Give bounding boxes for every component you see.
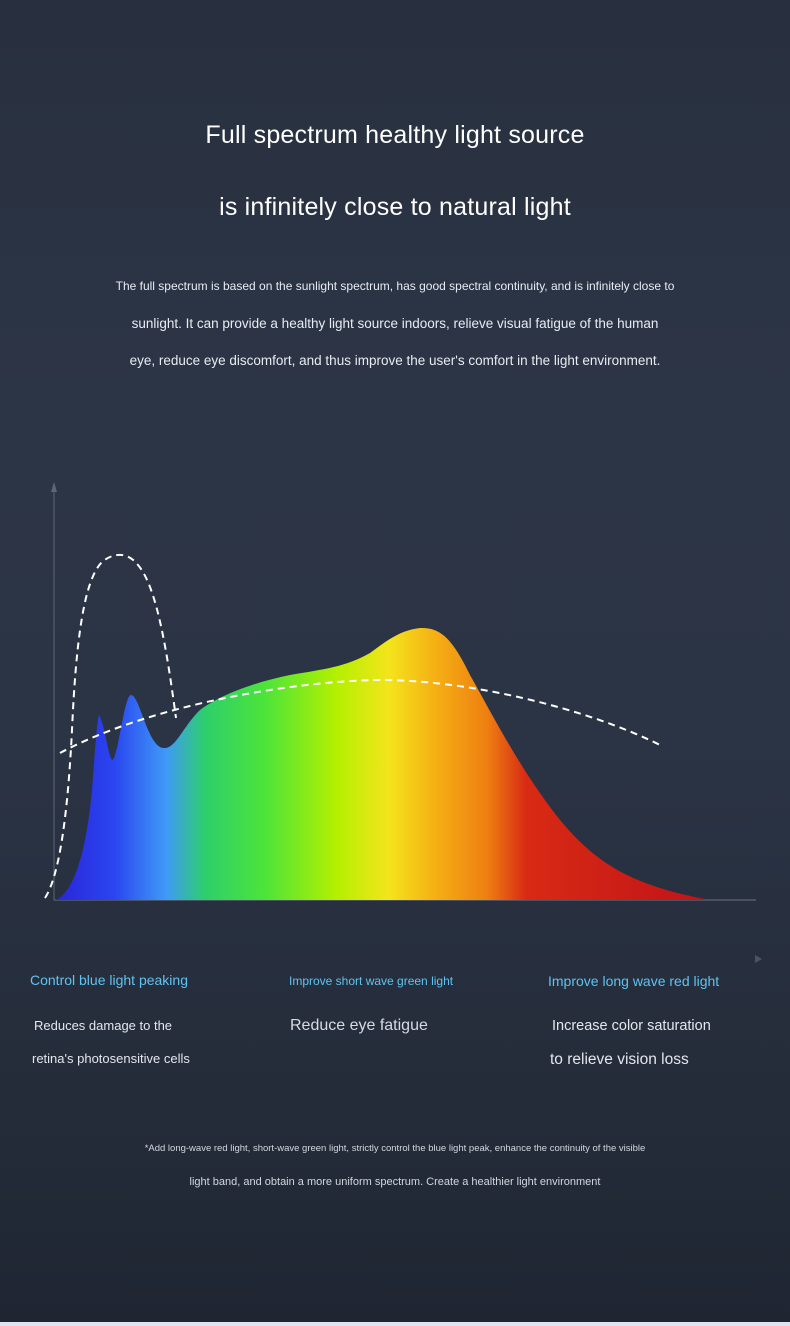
y-axis-arrow-icon	[51, 482, 57, 492]
footnote-line-1: *Add long-wave red light, short-wave gre…	[144, 1143, 646, 1154]
sunlight-blue-peak-dashed-curve	[44, 553, 177, 899]
feature-1-line-1: Reduces damage to the	[34, 1018, 173, 1033]
chevron-right-icon	[755, 955, 762, 963]
feature-1-line-2: retina's photosensitive cells	[32, 1051, 190, 1066]
feature-3-line-1: Increase color saturation	[552, 1018, 711, 1034]
feature-2-title: Improve short wave green light	[289, 974, 454, 988]
feature-3-line-2: to relieve vision loss	[550, 1051, 689, 1068]
feature-2-line-1: Reduce eye fatigue	[290, 1017, 428, 1034]
spectrum-area	[55, 627, 705, 900]
intro-line-3: eye, reduce eye discomfort, and thus imp…	[129, 353, 661, 368]
intro-line-2: sunlight. It can provide a healthy light…	[131, 316, 659, 331]
headline-line-1: Full spectrum healthy light source	[205, 121, 585, 149]
bottom-divider	[0, 1322, 790, 1326]
intro-line-1: The full spectrum is based on the sunlig…	[115, 279, 675, 293]
spectrum-svg	[44, 482, 756, 901]
feature-3-title: Improve long wave red light	[548, 973, 720, 989]
spectrum-illustration	[0, 470, 790, 920]
feature-1-title: Control blue light peaking	[30, 972, 188, 988]
sunlight-broad-dashed-curve	[59, 678, 661, 754]
footnote-line-2: light band, and obtain a more uniform sp…	[189, 1176, 601, 1188]
headline-line-2: is infinitely close to natural light	[219, 193, 571, 221]
